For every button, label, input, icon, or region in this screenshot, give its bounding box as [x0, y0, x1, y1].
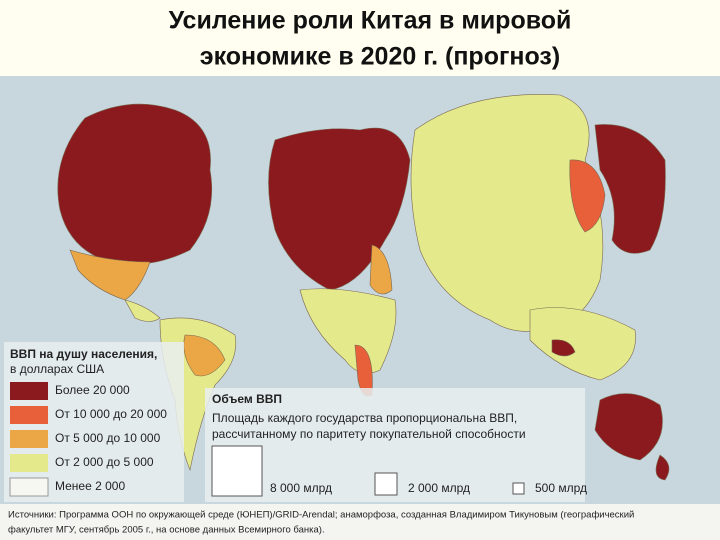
title-line: экономике в 2020 г. (прогноз)	[200, 43, 560, 71]
volume-title: Объем ВВП	[212, 392, 282, 406]
size-square	[211, 445, 263, 497]
size-label: 500 млрд	[535, 481, 587, 495]
legend-title: ВВП на душу населения,	[10, 347, 157, 361]
japan	[594, 124, 666, 254]
north-america	[57, 103, 213, 265]
new-zealand	[655, 454, 670, 481]
source-text: Источники: Программа ООН по окружающей с…	[8, 510, 634, 521]
middle-east	[369, 244, 393, 295]
legend-swatch	[10, 382, 48, 400]
volume-description: Площадь каждого государства пропорционал…	[212, 411, 517, 425]
title-line: Усиление роли Китая в мировой	[169, 7, 572, 35]
legend-swatch	[10, 430, 48, 448]
legend-label: Более 20 000	[55, 383, 130, 397]
legend-label: Менее 2 000	[55, 479, 125, 493]
legend-swatch	[10, 406, 48, 424]
size-square	[374, 472, 398, 496]
brazil	[183, 334, 226, 377]
legend-label: От 10 000 до 20 000	[55, 407, 167, 421]
legend-title: в долларах США	[10, 362, 104, 376]
size-square	[512, 482, 525, 495]
size-label: 8 000 млрд	[270, 481, 332, 495]
source-text: факультет МГУ, сентябрь 2005 г., на осно…	[8, 525, 325, 536]
legend-label: От 5 000 до 10 000	[55, 431, 161, 445]
australia	[594, 393, 663, 461]
mexico	[69, 249, 151, 301]
singapore	[551, 339, 576, 357]
china-russia	[410, 94, 604, 332]
size-label: 2 000 млрд	[408, 481, 470, 495]
source-band	[0, 504, 720, 540]
korea	[569, 159, 606, 233]
title-band	[0, 0, 720, 78]
legend-label: От 2 000 до 5 000	[55, 455, 154, 469]
southeast-asia	[529, 307, 636, 381]
central-america	[124, 299, 161, 322]
legend-swatch	[9, 477, 49, 497]
legend-swatch	[10, 454, 48, 472]
africa	[299, 288, 397, 374]
volume-description: рассчитанному по паритету покупательной …	[212, 427, 526, 441]
